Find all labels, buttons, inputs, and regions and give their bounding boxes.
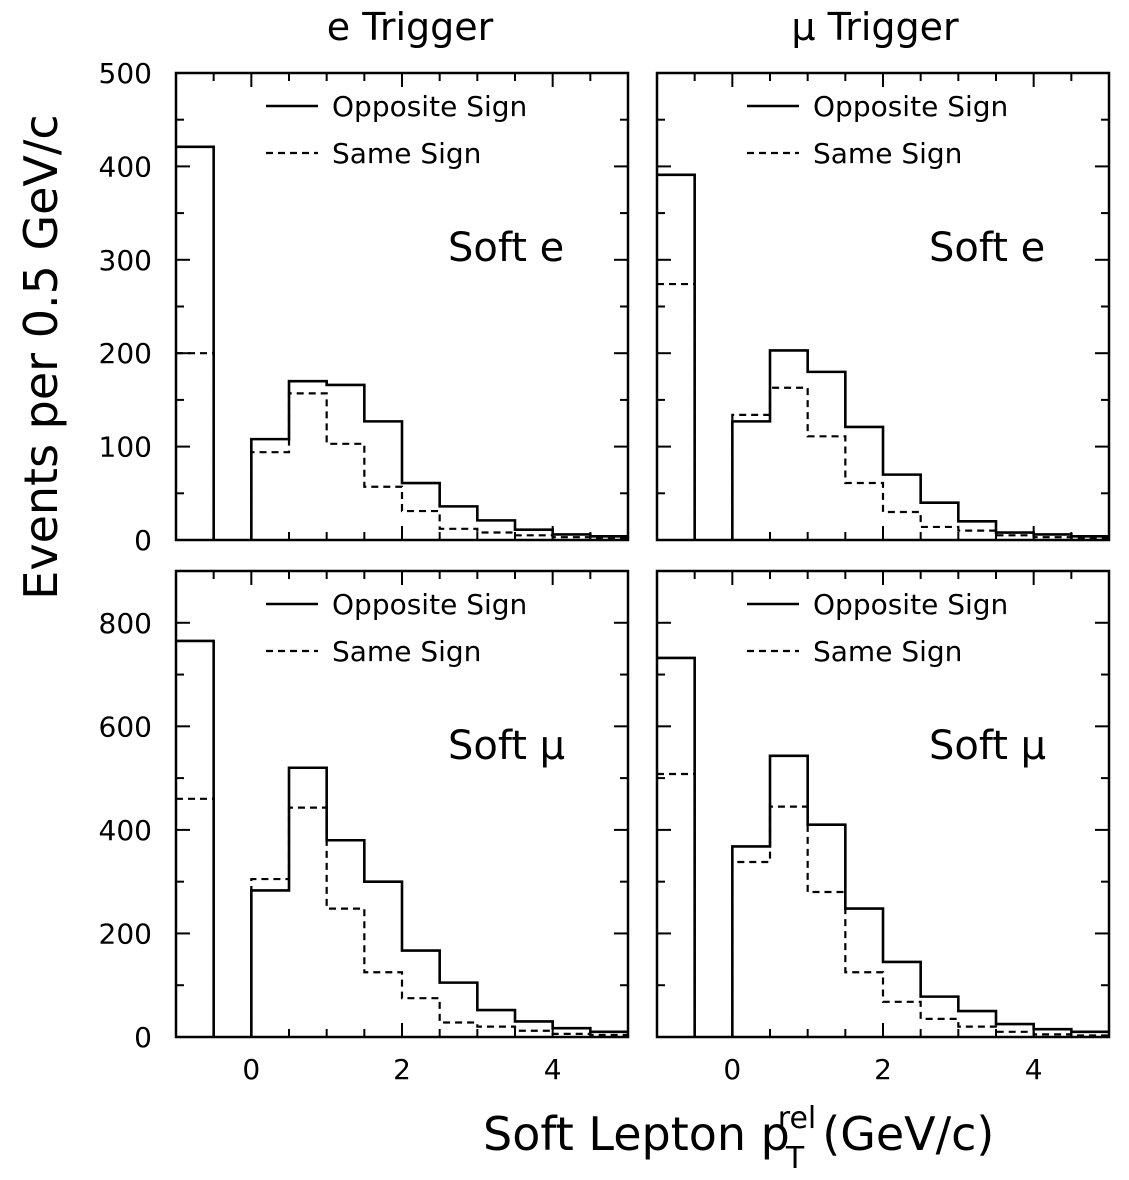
x-tick-label: 4: [544, 1053, 562, 1086]
x-tick-label: 0: [723, 1053, 741, 1086]
opposite-sign-histogram: [731, 349, 1109, 540]
y-tick-label: 200: [99, 337, 152, 370]
y-axis-title: Events per 0.5 GeV/c: [14, 114, 68, 599]
y-tick-label: 100: [99, 431, 152, 464]
opposite-sign-histogram: [250, 766, 628, 1037]
same-sign-histogram: [250, 392, 628, 540]
opposite-sign-underflow-bar: [657, 173, 696, 540]
same-sign-underflow-bar: [657, 772, 696, 1037]
panel-label: Soft μ: [448, 723, 565, 769]
legend-label-opposite: Opposite Sign: [813, 588, 1008, 621]
x-tick-label: 2: [393, 1053, 411, 1086]
same-sign-histogram: [250, 806, 628, 1037]
column-title-e-trigger: e Trigger: [327, 5, 494, 49]
panel-1-1: 0 2 4 Opposite Sign Same Sign Soft μ: [655, 569, 1111, 1086]
panel-label: Soft e: [929, 225, 1045, 271]
opposite-sign-histogram: [250, 379, 628, 540]
opposite-sign-histogram: [731, 754, 1109, 1037]
panel-label: Soft e: [448, 225, 564, 271]
x-axis-title-prefix: Soft Lepton p: [483, 1107, 790, 1161]
opposite-sign-underflow-bar: [176, 639, 215, 1037]
y-tick-label: 400: [99, 150, 152, 183]
legend-label-opposite: Opposite Sign: [332, 588, 527, 621]
y-tick-label: 0: [134, 1021, 152, 1054]
x-axis-title-subscript: T: [785, 1141, 805, 1176]
y-tick-label: 800: [99, 607, 152, 640]
opposite-sign-underflow-bar: [176, 145, 215, 540]
x-tick-label: 4: [1025, 1053, 1043, 1086]
legend-label-same: Same Sign: [813, 137, 962, 170]
legend-label-same: Same Sign: [332, 635, 481, 668]
same-sign-histogram: [731, 386, 1109, 540]
y-tick-label: 200: [99, 917, 152, 950]
y-tick-label: 0: [134, 524, 152, 557]
same-sign-histogram: [731, 805, 1109, 1037]
same-sign-underflow-bar: [176, 352, 215, 540]
legend-label-same: Same Sign: [332, 137, 481, 170]
panel-label: Soft μ: [929, 723, 1046, 769]
y-tick-label: 500: [99, 57, 152, 90]
opposite-sign-underflow-bar: [657, 656, 696, 1037]
panel-1-0: 0 200 400 600 800 0 2 4 Opposite Sign Same Sign So…: [99, 569, 630, 1086]
x-axis-title: Soft Lepton pTrel (GeV/c): [483, 1101, 994, 1176]
same-sign-underflow-bar: [657, 282, 696, 540]
y-tick-label: 600: [99, 710, 152, 743]
x-axis-title-superscript: rel: [778, 1101, 816, 1136]
y-tick-label: 300: [99, 244, 152, 277]
legend-label-same: Same Sign: [813, 635, 962, 668]
legend-label-opposite: Opposite Sign: [813, 90, 1008, 123]
legend-label-opposite: Opposite Sign: [332, 90, 527, 123]
x-tick-label: 2: [874, 1053, 892, 1086]
y-tick-label: 400: [99, 814, 152, 847]
same-sign-underflow-bar: [176, 797, 215, 1037]
column-title-mu-trigger: μ Trigger: [791, 5, 959, 49]
panel-0-1: Opposite Sign Same Sign Soft e: [655, 71, 1111, 542]
x-axis-title-units: (GeV/c): [822, 1107, 994, 1161]
x-tick-label: 0: [242, 1053, 260, 1086]
panel-0-0: 0 100 200 300 400 500 Opposite Sign Same Sign So…: [99, 57, 630, 557]
